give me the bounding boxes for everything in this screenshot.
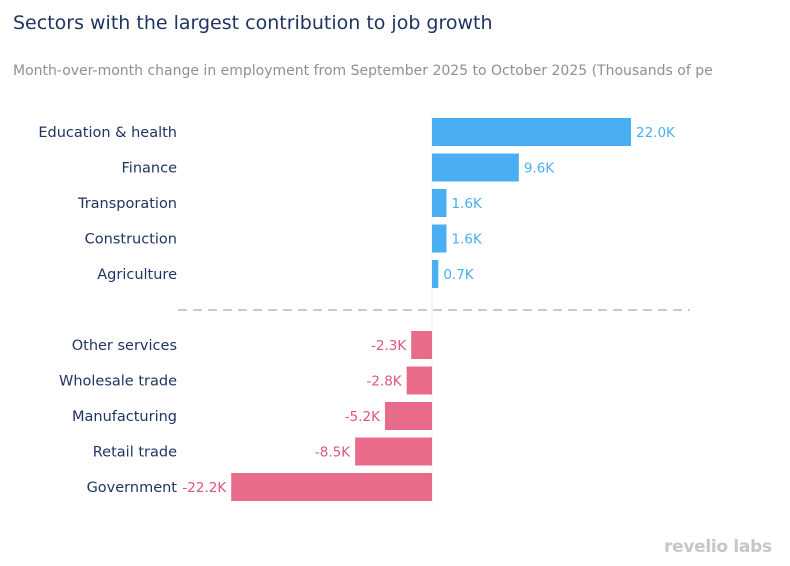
chart-subtitle: Month-over-month change in employment fr… bbox=[13, 63, 713, 79]
bar bbox=[231, 473, 432, 501]
category-label: Transporation bbox=[77, 196, 177, 212]
chart-title: Sectors with the largest contribution to… bbox=[13, 12, 493, 34]
category-label: Construction bbox=[85, 232, 177, 248]
data-label: -5.2K bbox=[345, 409, 381, 425]
category-label: Manufacturing bbox=[72, 409, 177, 425]
bar bbox=[432, 189, 447, 217]
data-label: -22.2K bbox=[182, 480, 227, 496]
bar bbox=[432, 224, 447, 253]
category-label: Government bbox=[87, 480, 178, 496]
data-label: 1.6K bbox=[451, 232, 482, 248]
data-label: -8.5K bbox=[315, 445, 351, 461]
data-label: 1.6K bbox=[451, 196, 482, 212]
category-label: Wholesale trade bbox=[59, 374, 177, 390]
data-label: -2.8K bbox=[366, 374, 402, 390]
bar bbox=[432, 118, 631, 146]
data-label: 0.7K bbox=[443, 267, 474, 283]
category-label: Finance bbox=[122, 161, 178, 177]
revelio-labs-logo: revelio labs bbox=[664, 537, 772, 557]
bar bbox=[406, 366, 432, 395]
bar bbox=[411, 331, 432, 359]
data-label: 22.0K bbox=[636, 125, 676, 141]
bar bbox=[432, 153, 519, 182]
bar bbox=[432, 260, 439, 288]
category-label: Retail trade bbox=[93, 445, 177, 461]
category-label: Agriculture bbox=[97, 267, 177, 283]
bar bbox=[355, 437, 432, 466]
data-label: -2.3K bbox=[371, 338, 407, 354]
data-label: 9.6K bbox=[524, 161, 555, 177]
category-label: Other services bbox=[72, 338, 177, 354]
bar bbox=[384, 402, 432, 430]
category-label: Education & health bbox=[38, 125, 177, 141]
